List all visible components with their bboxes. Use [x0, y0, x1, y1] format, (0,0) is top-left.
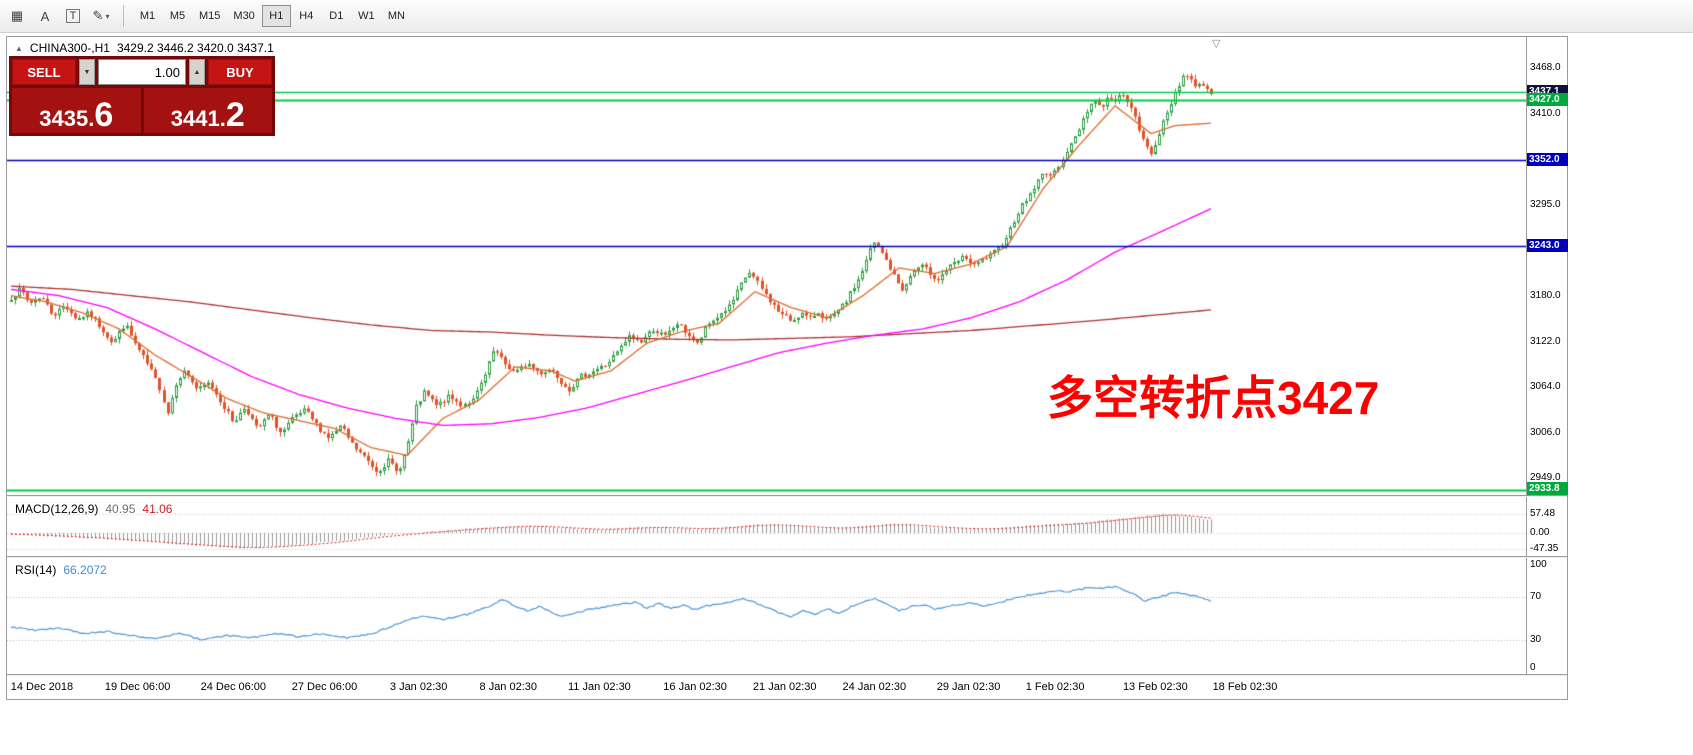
macd-axis[interactable]: 57.48 0.00 -47.35 — [1526, 497, 1567, 556]
rsi-panel: RSI(14) 66.2072 100 70 30 0 — [7, 558, 1567, 674]
rsi-axis-label: 30 — [1530, 633, 1542, 645]
buy-price-dot: . — [219, 106, 226, 131]
time-axis-label: 24 Jan 02:30 — [842, 681, 907, 693]
timeframe-button-m15[interactable]: M15 — [193, 5, 226, 27]
price-axis-label: 3064.0 — [1530, 381, 1561, 393]
price-axis-label: 3295.0 — [1530, 198, 1561, 210]
chart-text-annotation[interactable]: 多空转折点3427 — [1047, 372, 1380, 424]
time-axis-label: 29 Jan 02:30 — [936, 681, 1001, 693]
volume-dropdown-button[interactable]: ▼ — [79, 59, 95, 85]
price-badge: 3427.0 — [1527, 93, 1568, 107]
time-axis-label: 3 Jan 02:30 — [389, 681, 448, 693]
time-axis-label: 18 Feb 02:30 — [1212, 681, 1278, 693]
chart-title: ▲ CHINA300-,H1 3429.2 3446.2 3420.0 3437… — [15, 41, 274, 55]
spinner-up-icon: ▲ — [193, 68, 201, 76]
cursor-tool-button[interactable]: A — [32, 4, 58, 28]
ohlc-values: 3429.2 3446.2 3420.0 3437.1 — [116, 41, 274, 55]
macd-panel: MACD(12,26,9) 40.95 41.06 57.48 0.00 -47.3… — [7, 497, 1567, 556]
symbol-label: CHINA300-,H1 — [29, 41, 110, 55]
chevron-down-icon: ▾ — [105, 11, 110, 21]
chart-shift-marker[interactable]: ▽ — [1212, 38, 1221, 50]
timeframe-button-mn[interactable]: MN — [382, 5, 411, 27]
volume-input[interactable] — [98, 59, 186, 85]
rsi-axis-label: 0 — [1530, 662, 1536, 673]
text-tool-button[interactable]: T — [60, 4, 86, 28]
timeframe-button-m5[interactable]: M5 — [163, 5, 192, 27]
one-click-trade-panel: SELL ▼ ▲ BUY 3435.6 3441.2 — [9, 56, 275, 136]
time-axis-label: 27 Dec 06:00 — [291, 681, 358, 693]
price-badge: 3352.0 — [1527, 152, 1568, 166]
toolbar-separator — [123, 5, 124, 27]
timeframe-button-h1[interactable]: H1 — [261, 5, 291, 27]
timeframe-button-w1[interactable]: W1 — [352, 5, 381, 27]
time-axis-label: 16 Jan 02:30 — [663, 681, 727, 693]
panel-collapse-icon[interactable]: ▲ — [15, 43, 23, 53]
price-axis[interactable]: 3468.0 3410.0 3295.0 3180.0 3122.0 3064.0 3006… — [1526, 37, 1568, 495]
volume-up-button[interactable]: ▲ — [189, 59, 205, 85]
buy-price-display[interactable]: 3441. 2 — [143, 88, 272, 135]
grid-icon: ▦ — [10, 8, 24, 23]
price-axis-label: 3410.0 — [1530, 107, 1561, 119]
sell-price-dot: . — [88, 106, 95, 131]
timeframe-button-m30[interactable]: M30 — [227, 5, 260, 27]
sell-price-display[interactable]: 3435. 6 — [12, 88, 141, 133]
rsi-label: RSI(14) 66.2072 — [15, 563, 107, 577]
spinner-down-icon: ▼ — [83, 68, 91, 76]
time-axis-label: 1 Feb 02:30 — [1025, 681, 1085, 693]
panel-separator[interactable] — [7, 495, 1567, 497]
time-axis-label: 19 Dec 06:00 — [104, 681, 171, 693]
rsi-axis[interactable]: 100 70 30 0 — [1526, 558, 1567, 674]
timeframe-button-h4[interactable]: H4 — [292, 5, 321, 27]
price-axis-label: 3468.0 — [1530, 61, 1561, 73]
price-badge: 2933.8 — [1527, 482, 1568, 495]
toolbar: ▦ A T ✎ ▾ M1 M5 M15 M30 H1 H4 D1 W1 MN — [0, 0, 1693, 33]
price-panel: ▲ CHINA300-,H1 3429.2 3446.2 3420.0 3437… — [7, 37, 1568, 495]
price-badge: 3243.0 — [1527, 238, 1568, 252]
grid-tool-button[interactable]: ▦ — [4, 4, 30, 28]
macd-label: MACD(12,26,9) 40.95 41.06 — [15, 502, 172, 516]
macd-canvas[interactable] — [7, 497, 1526, 556]
brush-icon: ✎ — [92, 8, 104, 23]
sell-price-big-digit: 6 — [94, 96, 114, 135]
timeframe-group: M1 M5 M15 M30 H1 H4 D1 W1 MN — [133, 5, 411, 27]
time-axis-label: 13 Feb 02:30 — [1122, 681, 1188, 693]
time-axis-label: 14 Dec 2018 — [10, 681, 74, 693]
time-axis-label: 11 Jan 02:30 — [568, 681, 631, 693]
chart-area: ▲ CHINA300-,H1 3429.2 3446.2 3420.0 3437… — [6, 36, 1568, 700]
style-tool-button[interactable]: ✎ ▾ — [88, 4, 114, 28]
macd-axis-label: 57.48 — [1530, 508, 1556, 520]
macd-axis-label: -47.35 — [1530, 542, 1559, 554]
text-tool-icon: T — [65, 9, 81, 23]
macd-main-value: 40.95 — [105, 502, 136, 516]
timeframe-button-m1[interactable]: M1 — [133, 5, 162, 27]
panel-separator — [7, 674, 1567, 676]
panel-separator[interactable] — [7, 556, 1567, 558]
buy-price-big-digit: 2 — [225, 96, 245, 135]
price-axis-label: 3122.0 — [1530, 335, 1561, 347]
time-axis-label: 8 Jan 02:30 — [479, 681, 538, 693]
price-axis-label: 3006.0 — [1530, 427, 1561, 439]
rsi-axis-label: 70 — [1530, 591, 1542, 603]
buy-button[interactable]: BUY — [208, 59, 272, 85]
buy-price-main: 3441 — [170, 106, 220, 131]
sell-button[interactable]: SELL — [12, 59, 76, 85]
macd-axis-label: 0.00 — [1530, 527, 1550, 538]
rsi-value: 66.2072 — [63, 563, 107, 577]
rsi-name: RSI(14) — [15, 563, 57, 577]
sell-price-main: 3435 — [39, 106, 89, 131]
price-axis-label: 3180.0 — [1530, 289, 1561, 301]
price-axis-label: 2949.0 — [1530, 472, 1561, 484]
rsi-canvas[interactable] — [7, 558, 1526, 674]
timeframe-button-d1[interactable]: D1 — [322, 5, 351, 27]
macd-name: MACD(12,26,9) — [15, 502, 99, 516]
macd-signal-value: 41.06 — [142, 502, 173, 516]
time-axis-label: 21 Jan 02:30 — [752, 681, 817, 693]
time-axis-label: 24 Dec 06:00 — [200, 681, 267, 693]
rsi-axis-label: 100 — [1530, 559, 1547, 570]
time-axis[interactable]: 14 Dec 2018 19 Dec 06:00 24 Dec 06:00 27 De… — [7, 676, 1567, 699]
